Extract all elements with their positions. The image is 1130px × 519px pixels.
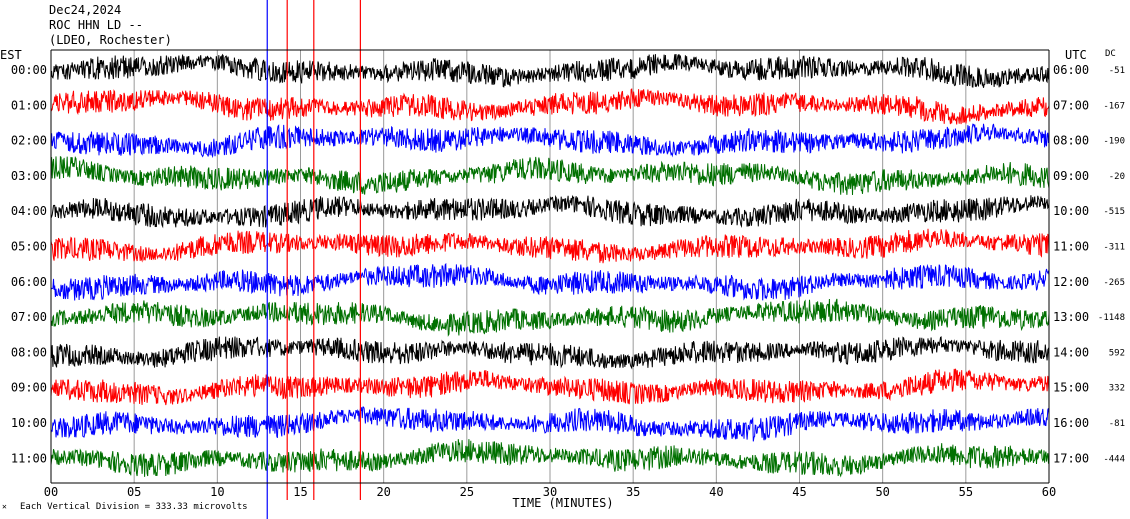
- trace-0200: [50, 123, 1050, 159]
- x-tick-label: 10: [210, 485, 224, 499]
- dc-offset-value: 332: [1109, 384, 1125, 394]
- vertical-division-note: Each Vertical Division = 333.33 microvol…: [20, 502, 248, 512]
- dc-offset-value: -51: [1109, 66, 1125, 76]
- est-hour-label: 11:00: [11, 451, 47, 465]
- trace-0300: [50, 155, 1050, 196]
- x-tick-label: 25: [460, 485, 474, 499]
- est-labels: 00:00 01:00 02:00 03:00 04:00 05:00 06:00 07:00…: [11, 63, 47, 465]
- dc-offset-value: 592: [1109, 348, 1125, 358]
- x-tick-label: 40: [709, 485, 723, 499]
- x-tick-label: 05: [127, 485, 141, 499]
- x-tick-labels: 00 05 10 15 20 25 30 35 40 45 50 55 60: [44, 485, 1056, 499]
- est-hour-label: 09:00: [11, 381, 47, 395]
- trace-1100: [50, 439, 1050, 478]
- est-hour-label: 06:00: [11, 275, 47, 289]
- utc-hour-label: 15:00: [1053, 381, 1089, 395]
- dc-offset-value: -20: [1109, 172, 1125, 182]
- est-hour-label: 05:00: [11, 240, 47, 254]
- trace-0800: [50, 336, 1050, 370]
- dc-offset-value: -515: [1103, 207, 1125, 217]
- utc-hour-label: 07:00: [1053, 98, 1089, 112]
- est-header: EST: [0, 48, 22, 62]
- utc-hour-label: 11:00: [1053, 240, 1089, 254]
- utc-hour-label: 12:00: [1053, 275, 1089, 289]
- utc-hour-label: 09:00: [1053, 169, 1089, 183]
- dc-offset-value: -265: [1103, 278, 1125, 288]
- dc-header: DC: [1105, 49, 1116, 59]
- trace-0900: [50, 368, 1050, 406]
- network-name: (LDEO, Rochester): [49, 33, 172, 47]
- dc-offset-value: -167: [1103, 101, 1125, 111]
- trace-1000: [50, 406, 1050, 442]
- plot-frame: [50, 49, 1050, 484]
- est-hour-label: 07:00: [11, 310, 47, 324]
- trace-0100: [50, 88, 1050, 125]
- dc-offset-value: -190: [1103, 137, 1125, 147]
- utc-hour-label: 10:00: [1053, 204, 1089, 218]
- x-tick-label: 30: [543, 485, 557, 499]
- trace-0400: [50, 194, 1050, 229]
- dc-offset-value: -81: [1109, 419, 1125, 429]
- spike-lines: [266, 0, 361, 519]
- x-axis-label: TIME (MINUTES): [512, 496, 613, 510]
- utc-hour-label: 06:00: [1053, 63, 1089, 77]
- est-hour-label: 08:00: [11, 345, 47, 359]
- trace-traces: [50, 53, 1050, 478]
- dc-offset-value: -444: [1103, 454, 1125, 464]
- est-hour-label: 00:00: [11, 63, 47, 77]
- x-tick-label: 15: [293, 485, 307, 499]
- trace-0600: [50, 262, 1050, 301]
- x-tick-label: 50: [875, 485, 889, 499]
- trace-0000: [50, 53, 1050, 88]
- est-hour-label: 02:00: [11, 134, 47, 148]
- utc-hour-label: 14:00: [1053, 345, 1089, 359]
- utc-hour-label: 08:00: [1053, 134, 1089, 148]
- utc-labels: 06:00 07:00 08:00 09:00 10:00 11:00 12:00 13:00…: [1053, 63, 1089, 465]
- dc-offset-value: -311: [1103, 243, 1125, 253]
- logo-mark: ✕: [2, 502, 7, 511]
- est-hour-label: 10:00: [11, 416, 47, 430]
- utc-hour-label: 17:00: [1053, 451, 1089, 465]
- x-tick-label: 45: [792, 485, 806, 499]
- x-tick-label: 55: [959, 485, 973, 499]
- dc-offset-value: -1148: [1098, 313, 1125, 323]
- utc-header: UTC: [1065, 48, 1087, 62]
- trace-0500: [50, 228, 1050, 264]
- trace-0700: [50, 298, 1050, 337]
- est-hour-label: 03:00: [11, 169, 47, 183]
- x-tick-label: 20: [376, 485, 390, 499]
- utc-hour-label: 16:00: [1053, 416, 1089, 430]
- date-title: Dec24,2024: [49, 3, 122, 17]
- utc-hour-label: 13:00: [1053, 310, 1089, 324]
- dc-labels: -51 -167 -190 -20 -515 -311 -265 -1148 592 332 -81…: [1098, 66, 1125, 464]
- est-hour-label: 01:00: [11, 98, 47, 112]
- est-hour-label: 04:00: [11, 204, 47, 218]
- x-tick-label: 60: [1042, 485, 1056, 499]
- x-tick-label: 00: [44, 485, 58, 499]
- x-tick-label: 35: [626, 485, 640, 499]
- station-code: ROC HHN LD --: [49, 18, 143, 32]
